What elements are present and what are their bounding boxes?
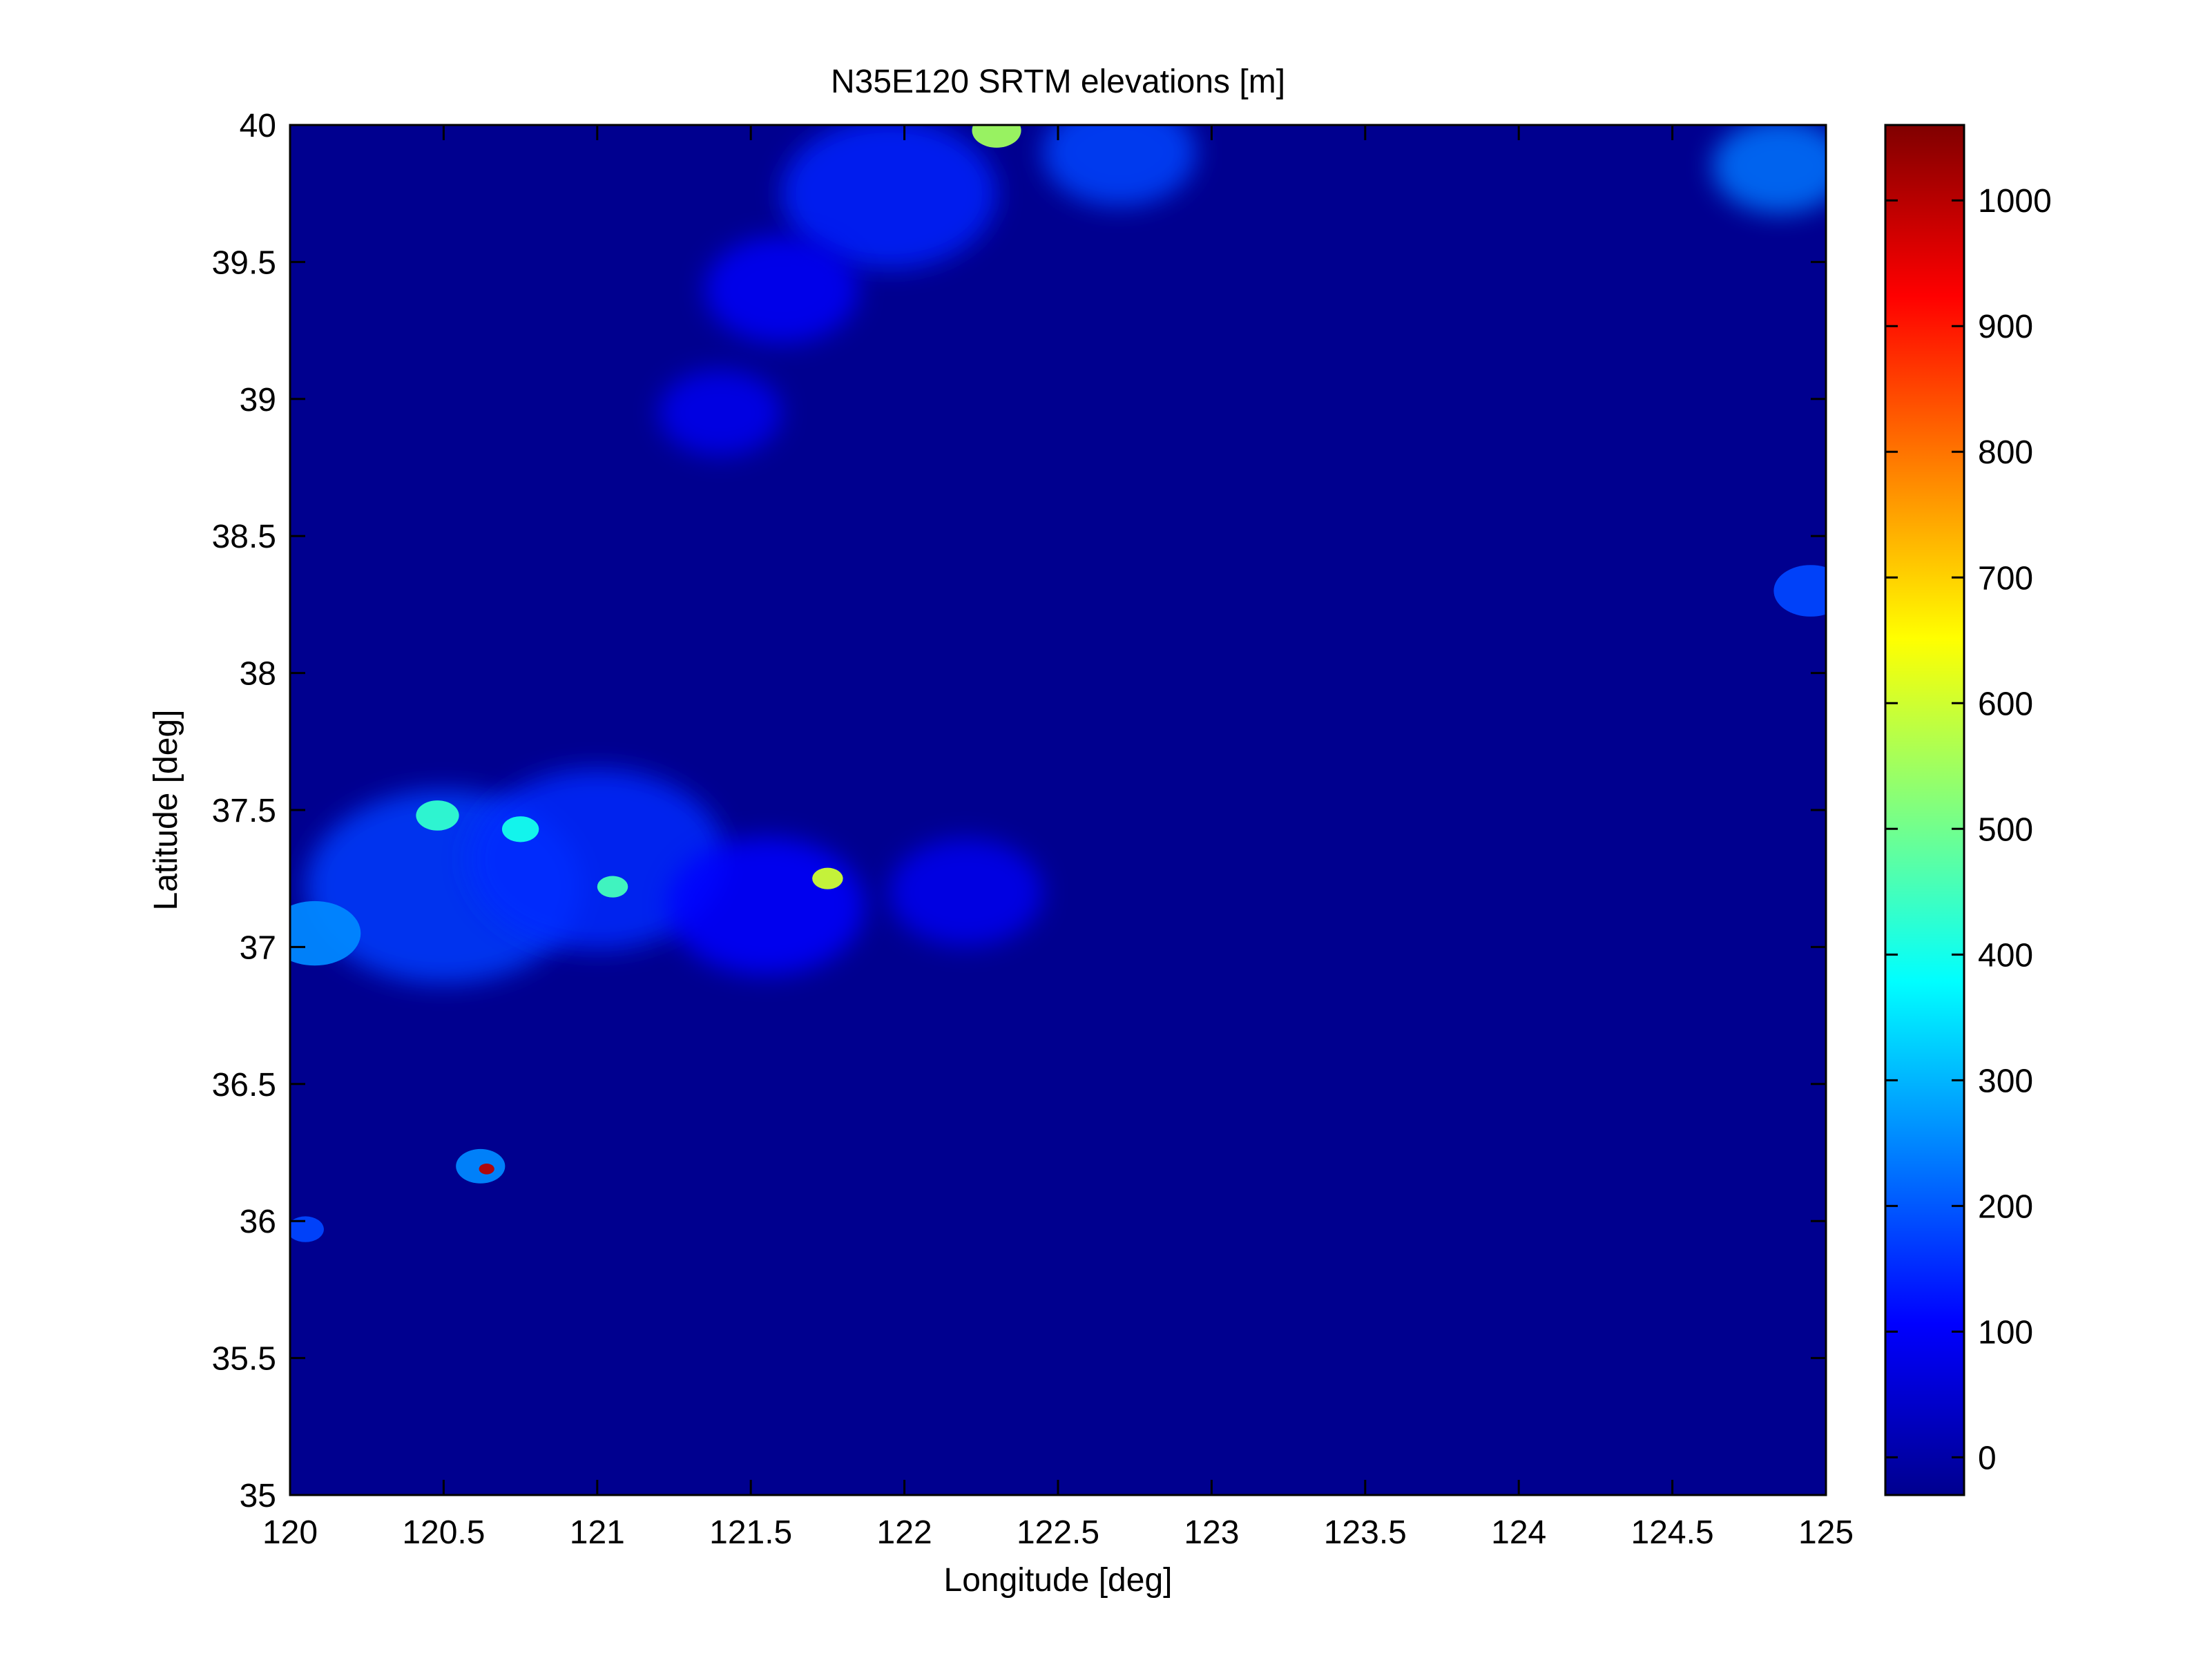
y-axis-label: Latitude [deg] xyxy=(148,710,184,911)
colorbar-tick-label-2: 200 xyxy=(1978,1188,2033,1225)
elevation-feature-9 xyxy=(812,867,843,889)
x-axis: 120 120.5 121 121.5 122 122.5 123 123.5 124 124.5… xyxy=(262,125,1854,1551)
elevation-feature-19 xyxy=(1773,565,1826,617)
elevation-features xyxy=(290,125,1826,1242)
elevation-feature-7 xyxy=(501,816,539,842)
x-tick-label-7: 123.5 xyxy=(1324,1514,1407,1551)
elevation-feature-14 xyxy=(972,125,1021,148)
elevation-feature-17 xyxy=(658,369,782,456)
colorbar-tick-label-4: 400 xyxy=(1978,937,2033,974)
y-tick-label-6: 38 xyxy=(240,656,276,693)
elevation-feature-8 xyxy=(597,876,628,898)
y-tick-label-4: 37 xyxy=(240,929,276,966)
y-tick-label-5: 37.5 xyxy=(212,793,276,829)
y-tick-label-3: 36.5 xyxy=(212,1067,276,1103)
y-tick-label-0: 35 xyxy=(240,1478,276,1514)
colorbar-tick-label-7: 700 xyxy=(1978,560,2033,597)
elevation-feature-4 xyxy=(889,838,1043,946)
colorbar-tick-label-3: 300 xyxy=(1978,1063,2033,1099)
colorbar-tick-label-8: 800 xyxy=(1978,434,2033,471)
elevation-feature-18 xyxy=(1712,125,1826,213)
colorbar-tick-label-9: 900 xyxy=(1978,309,2033,345)
elevation-feature-12 xyxy=(290,1216,324,1242)
colorbar-tick-label-10: 1000 xyxy=(1978,183,2052,220)
x-tick-label-0: 120 xyxy=(262,1514,318,1551)
y-tick-label-10: 40 xyxy=(240,108,276,144)
elevation-feature-11 xyxy=(479,1164,494,1175)
elevation-feature-5 xyxy=(290,900,361,966)
x-tick-label-8: 124 xyxy=(1491,1514,1546,1551)
y-tick-label-7: 38.5 xyxy=(212,519,276,555)
elevation-feature-16 xyxy=(704,235,858,343)
colorbar-gradient xyxy=(1885,125,1964,1495)
colorbar-tick-label-1: 100 xyxy=(1978,1314,2033,1351)
x-tick-label-9: 124.5 xyxy=(1631,1514,1714,1551)
chart-title: N35E120 SRTM elevations [m] xyxy=(831,64,1285,100)
y-axis: 35 35.5 36 36.5 37 37.5 38 38.5 39 39.5 40 xyxy=(212,108,1826,1514)
y-tick-label-2: 36 xyxy=(240,1204,276,1240)
elevation-feature-3 xyxy=(668,837,865,975)
elevation-feature-15 xyxy=(1042,125,1197,206)
x-tick-label-3: 121.5 xyxy=(709,1514,792,1551)
y-tick-label-1: 35.5 xyxy=(212,1341,276,1378)
x-tick-label-2: 121 xyxy=(570,1514,625,1551)
y-tick-label-8: 39 xyxy=(240,382,276,418)
plot-area xyxy=(289,124,1827,1496)
colorbar: 0 100 200 300 400 500 600 700 800 900 1000 xyxy=(1884,124,2052,1496)
colorbar-tick-label-5: 500 xyxy=(1978,811,2033,848)
x-tick-label-1: 120.5 xyxy=(402,1514,485,1551)
colorbar-frame xyxy=(1884,124,1965,1496)
elevation-feature-6 xyxy=(416,800,459,831)
y-tick-label-9: 39.5 xyxy=(212,244,276,281)
colorbar-tick-label-6: 600 xyxy=(1978,686,2033,722)
x-tick-label-5: 122.5 xyxy=(1017,1514,1099,1551)
colorbar-tick-label-0: 0 xyxy=(1978,1440,1997,1476)
elevation-feature-13 xyxy=(781,125,997,269)
elevation-feature-2 xyxy=(468,769,727,950)
x-tick-label-4: 122 xyxy=(877,1514,932,1551)
x-axis-label: Longitude [deg] xyxy=(944,1562,1173,1599)
x-tick-label-10: 125 xyxy=(1798,1514,1854,1551)
x-tick-label-6: 123 xyxy=(1184,1514,1239,1551)
